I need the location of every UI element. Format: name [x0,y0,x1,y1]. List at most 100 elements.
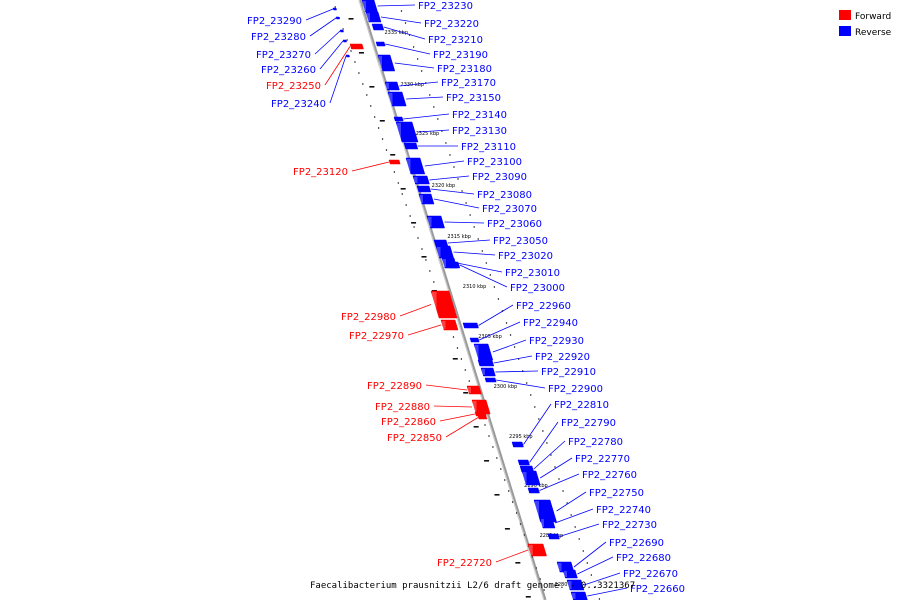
gene-label-fp2_22770[interactable]: FP2_22770 [575,454,630,465]
gene-connector-line [329,55,347,104]
reverse-lane-dot [598,598,601,600]
gene-label-fp2_23270[interactable]: FP2_23270 [256,50,311,61]
gene-feature-shade [558,563,562,571]
gene-feature-fp2_22660 [570,591,588,600]
gene-label-fp2_22940[interactable]: FP2_22940 [523,318,578,329]
gene-connector-line [453,251,496,256]
gene-feature-fp2_22790 [517,459,530,466]
gene-feature-fp2_23280 [335,16,340,20]
gene-label-fp2_22690[interactable]: FP2_22690 [609,538,664,549]
gene-label-fp2_23080[interactable]: FP2_23080 [477,190,532,201]
gene-feature-fp2_23120 [388,159,401,165]
gene-feature-fp2_23130 [395,121,419,143]
gene-label-fp2_23170[interactable]: FP2_23170 [441,78,496,89]
legend-reverse-label: Reverse [855,28,892,38]
gene-label-fp2_22750[interactable]: FP2_22750 [589,488,644,499]
gene-feature-layer [332,0,588,600]
gene-label-fp2_22780[interactable]: FP2_22780 [568,437,623,448]
reverse-lane-dot [518,358,520,360]
kbp-tick-label: 2280 kbp [555,582,579,588]
gene-label-fp2_22980[interactable]: FP2_22980 [341,312,396,323]
reverse-lane-dot [578,538,580,540]
forward-lane-dot [535,567,537,569]
gene-feature-shade [541,519,544,527]
lane-tick-mark [390,154,396,156]
gene-label-fp2_23050[interactable]: FP2_23050 [493,236,548,247]
gene-connector-line [385,43,431,55]
gene-connector-line [456,262,503,273]
gene-feature-fp2_23140 [393,116,404,122]
gene-connector-line [383,26,426,40]
reverse-lane-dot [400,10,403,12]
gene-feature-fp2_23180 [377,54,396,72]
gene-label-fp2_23000[interactable]: FP2_23000 [510,283,565,294]
gene-feature-fp2_23060 [426,215,445,229]
gene-label-fp2_23180[interactable]: FP2_23180 [437,64,492,75]
gene-label-fp2_22680[interactable]: FP2_22680 [616,553,671,564]
gene-label-fp2_23130[interactable]: FP2_23130 [452,126,507,137]
gene-feature-fp2_22860 [474,411,487,417]
gene-feature-shade [482,369,485,375]
gene-label-fp2_22730[interactable]: FP2_22730 [602,520,657,531]
forward-lane-dot [515,512,518,514]
gene-label-fp2_23220[interactable]: FP2_23220 [424,19,479,30]
gene-label-fp2_22900[interactable]: FP2_22900 [548,384,603,395]
gene-label-fp2_23140[interactable]: FP2_23140 [452,110,507,121]
gene-label-fp2_23280[interactable]: FP2_23280 [251,32,306,43]
gene-feature-fp2_23150 [387,91,407,107]
gene-label-fp2_22740[interactable]: FP2_22740 [596,505,651,516]
gene-label-fp2_22910[interactable]: FP2_22910 [541,367,596,378]
gene-connector-line [399,304,432,317]
reverse-lane-dot [493,286,495,288]
gene-label-fp2_22930[interactable]: FP2_22930 [529,336,584,347]
reverse-lane-dot [477,238,479,240]
gene-label-fp2_23290[interactable]: FP2_23290 [247,16,302,27]
forward-lane-dot [425,259,427,261]
gene-label-fp2_23060[interactable]: FP2_23060 [487,219,542,230]
gene-connector-line [577,556,614,575]
gene-label-fp2_22860[interactable]: FP2_22860 [381,417,436,428]
gene-label-fp2_23230[interactable]: FP2_23230 [418,1,473,12]
lane-tick-mark [348,18,354,20]
gene-feature-fp2_23240 [345,54,350,58]
gene-label-fp2_23070[interactable]: FP2_23070 [482,204,537,215]
gene-feature-shade [437,247,441,257]
gene-label-fp2_22850[interactable]: FP2_22850 [387,433,442,444]
forward-lane-dot [374,116,376,118]
gene-feature-shade [389,93,393,105]
forward-lane-dot [350,50,352,52]
gene-label-fp2_23020[interactable]: FP2_23020 [498,251,553,262]
gene-label-fp2_22660[interactable]: FP2_22660 [630,584,685,595]
gene-label-fp2_22760[interactable]: FP2_22760 [582,470,637,481]
gene-label-fp2_22670[interactable]: FP2_22670 [623,569,678,580]
gene-label-fp2_23260[interactable]: FP2_23260 [261,65,316,76]
gene-connector-line [433,405,473,408]
gene-label-fp2_23150[interactable]: FP2_23150 [446,93,501,104]
gene-label-fp2_23100[interactable]: FP2_23100 [467,157,522,168]
gene-label-fp2_22890[interactable]: FP2_22890 [367,381,422,392]
gene-label-fp2_22810[interactable]: FP2_22810 [554,400,609,411]
reverse-lane-dot [586,562,588,564]
gene-label-fp2_23210[interactable]: FP2_23210 [428,35,483,46]
gene-label-fp2_22790[interactable]: FP2_22790 [561,418,616,429]
gene-label-fp2_23090[interactable]: FP2_23090 [472,172,527,183]
gene-label-fp2_23010[interactable]: FP2_23010 [505,268,560,279]
forward-lane-dot [464,369,466,371]
gene-label-fp2_22970[interactable]: FP2_22970 [349,331,404,342]
gene-label-fp2_23250[interactable]: FP2_23250 [266,81,321,92]
gene-label-fp2_22920[interactable]: FP2_22920 [535,352,590,363]
reverse-lane-dot [558,478,560,480]
gene-label-fp2_23120[interactable]: FP2_23120 [293,167,348,178]
gene-label-fp2_22720[interactable]: FP2_22720 [437,558,492,569]
gene-connector-line [573,541,607,568]
kbp-tick-label: 2335 kbp [384,30,408,36]
forward-lane-dot [429,270,431,272]
gene-label-fp2_23190[interactable]: FP2_23190 [433,50,488,61]
gene-label-fp2_23240[interactable]: FP2_23240 [271,99,326,110]
gene-connector-line [399,81,439,87]
gene-label-fp2_22880[interactable]: FP2_22880 [375,402,430,413]
gene-label-fp2_23110[interactable]: FP2_23110 [461,142,516,153]
kbp-tick-label: 2305 kbp [478,334,502,340]
kbp-tick-label: 2300 kbp [494,384,518,390]
gene-label-fp2_22960[interactable]: FP2_22960 [516,301,571,312]
